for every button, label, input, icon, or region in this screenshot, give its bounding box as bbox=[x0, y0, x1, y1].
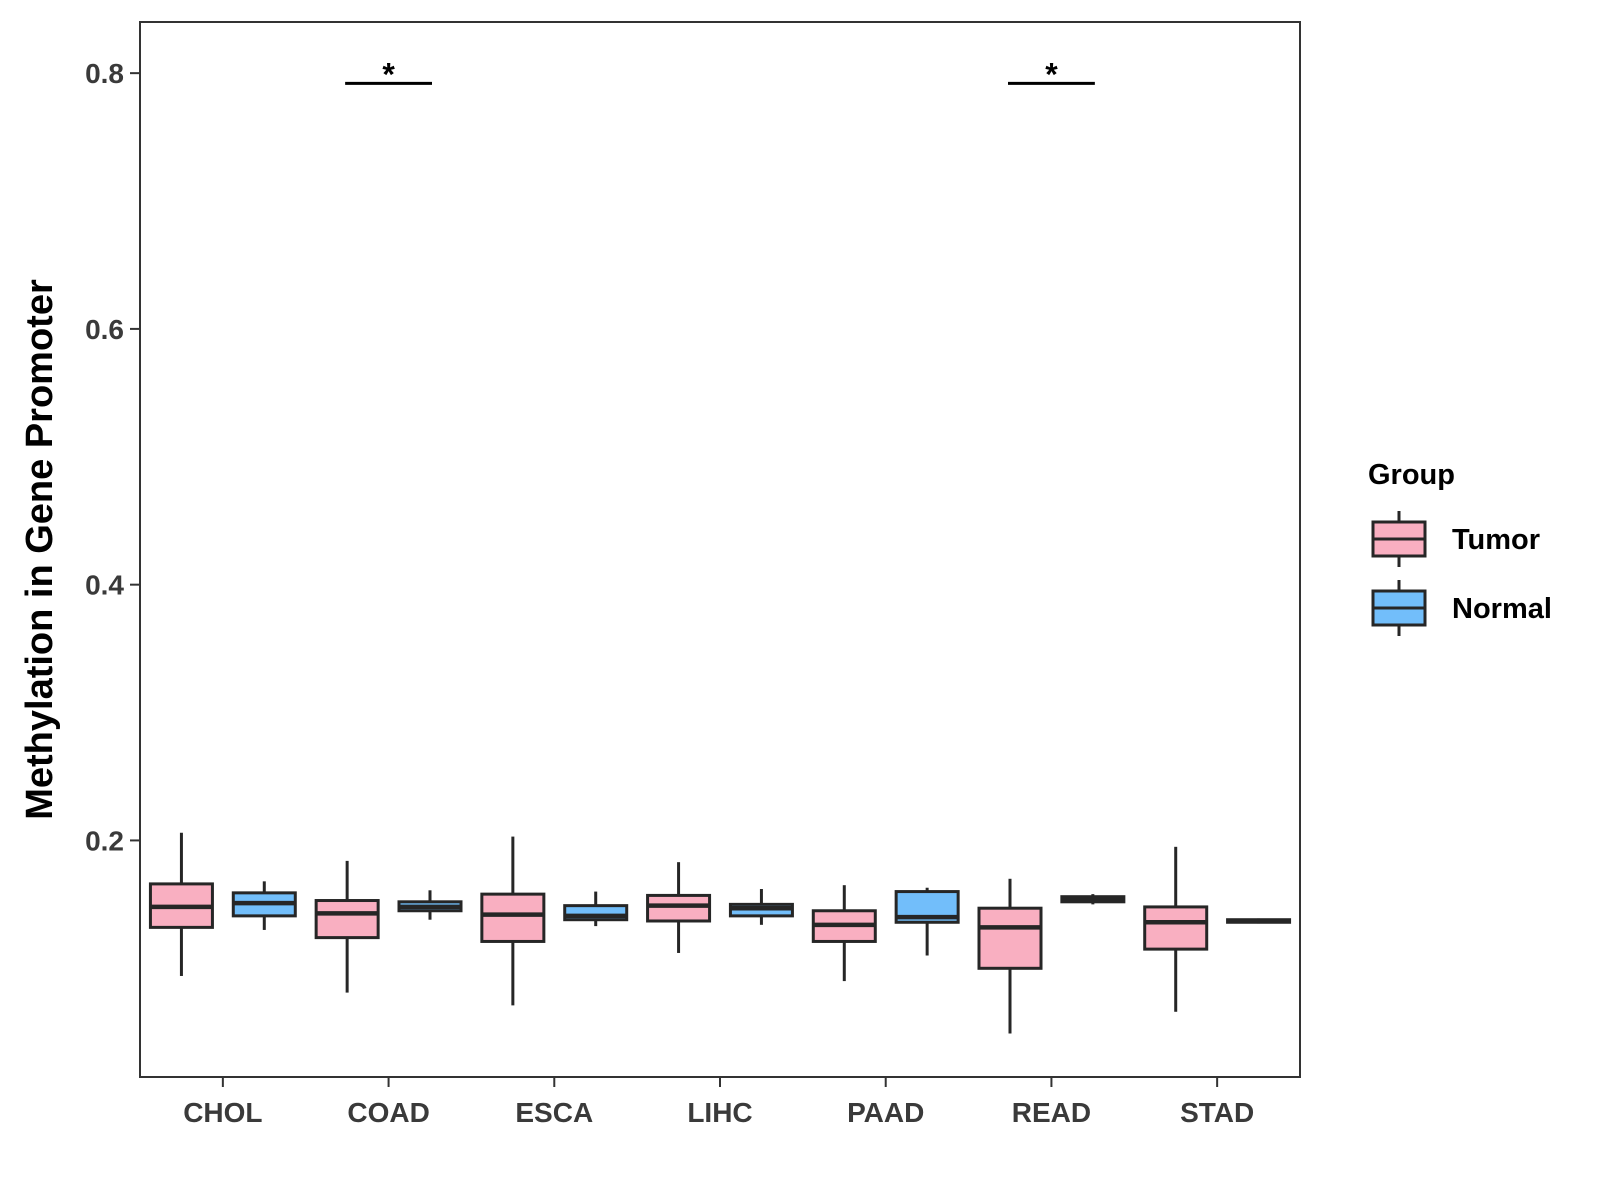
significance-star: * bbox=[382, 56, 395, 92]
box-tumor-paad bbox=[811, 885, 877, 982]
box-normal-read bbox=[1060, 894, 1126, 905]
x-tick-label: COAD bbox=[347, 1097, 429, 1128]
box-tumor-esca bbox=[480, 836, 546, 1006]
legend-label-normal: Normal bbox=[1452, 593, 1552, 625]
x-tick-label: PAAD bbox=[847, 1097, 924, 1128]
box-body bbox=[1143, 905, 1209, 951]
x-tick-label: CHOL bbox=[183, 1097, 262, 1128]
box-body bbox=[646, 893, 712, 923]
box-normal-paad bbox=[894, 887, 960, 956]
box-normal-chol bbox=[231, 881, 297, 930]
box-normal-lihc bbox=[728, 889, 794, 925]
significance-layer: * * bbox=[345, 56, 1095, 92]
significance-star: * bbox=[1045, 56, 1058, 92]
box-tumor-stad bbox=[1143, 846, 1209, 1012]
legend-key-tumor bbox=[1371, 511, 1427, 567]
x-axis: CHOL COAD ESCA LIHC PAAD READ STAD bbox=[183, 1077, 1254, 1128]
box-tumor-chol bbox=[148, 832, 214, 976]
y-axis-title: Methylation in Gene Promoter bbox=[19, 279, 61, 820]
legend-key-normal bbox=[1371, 580, 1427, 636]
box-body bbox=[480, 892, 546, 943]
box-normal-stad bbox=[1226, 918, 1292, 924]
box-tumor-lihc bbox=[646, 862, 712, 953]
x-tick-label: ESCA bbox=[515, 1097, 593, 1128]
y-tick-label: 0.2 bbox=[85, 825, 124, 856]
legend-label-tumor: Tumor bbox=[1452, 524, 1540, 556]
box-tumor-coad bbox=[314, 860, 380, 993]
legend-title: Group bbox=[1368, 459, 1455, 491]
box-normal-esca bbox=[563, 891, 629, 927]
x-tick-label: STAD bbox=[1180, 1097, 1254, 1128]
y-tick-label: 0.4 bbox=[85, 570, 124, 601]
box-tumor-read bbox=[977, 878, 1043, 1034]
y-tick-label: 0.8 bbox=[85, 58, 124, 89]
box-normal-coad bbox=[397, 890, 463, 920]
x-tick-label: LIHC bbox=[687, 1097, 752, 1128]
x-tick-label: READ bbox=[1012, 1097, 1091, 1128]
y-axis: 0.2 0.4 0.6 0.8 bbox=[85, 58, 140, 856]
plot-panel bbox=[139, 21, 1301, 1078]
box-body bbox=[314, 899, 380, 940]
legend: Group Tumor Normal bbox=[1368, 459, 1552, 636]
y-tick-label: 0.6 bbox=[85, 314, 124, 345]
box-body bbox=[977, 906, 1043, 970]
box-layer bbox=[148, 832, 1292, 1034]
